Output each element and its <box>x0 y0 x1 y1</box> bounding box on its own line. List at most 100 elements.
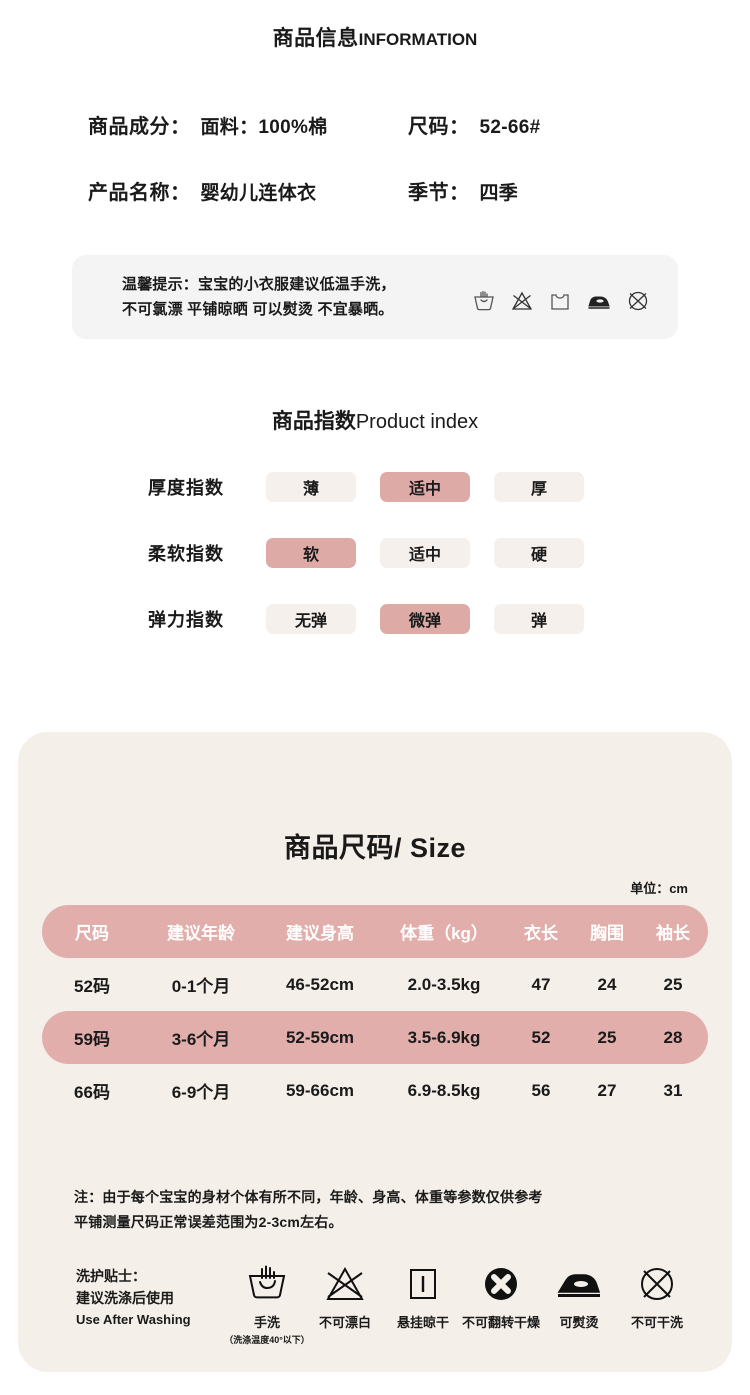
size-note-line-2: 平铺测量尺码正常误差范围为2-3cm左右。 <box>74 1214 343 1230</box>
care-tips-heading: 洗护贴士： 建议洗涤后使用 Use After Washing <box>76 1265 226 1331</box>
info-cell-product-name: 产品名称： 婴幼儿连体衣 <box>88 176 408 205</box>
index-option[interactable]: 弹 <box>494 603 584 634</box>
care-heading-line-3: Use After Washing <box>76 1312 191 1327</box>
cell-sleeve: 28 <box>663 1027 683 1047</box>
no-dry-clean-icon <box>626 289 650 313</box>
care-tips-icons <box>472 286 648 316</box>
care-symbol-no-tumble-dry: 不可翻转干燥 <box>462 1258 540 1331</box>
column-header: 袖长 <box>656 924 690 943</box>
index-option[interactable]: 适中 <box>380 537 470 568</box>
cell-weight: 3.5-6.9kg <box>407 1027 481 1047</box>
care-symbol-iron-ok: 可熨烫 <box>540 1258 618 1331</box>
care-symbol-caption: 不可翻转干燥 <box>462 1315 541 1330</box>
size-unit-label: 单位：cm <box>630 881 688 896</box>
line-dry-icon <box>405 1258 441 1310</box>
cell-height: 52-59cm <box>285 1027 355 1047</box>
care-symbol-no-bleach: 不可漂白 <box>306 1258 384 1331</box>
info-value: 面料：100%棉 <box>200 117 328 138</box>
info-value: 婴幼儿连体衣 <box>200 183 317 204</box>
index-option[interactable]: 硬 <box>494 537 584 568</box>
table-row[interactable]: 66码 6-9个月 59-66cm 6.9-8.5kg 56 27 31 <box>42 1064 708 1117</box>
cell-bust: 24 <box>597 974 617 994</box>
info-label: 季节： <box>408 182 470 204</box>
table-row-highlighted[interactable]: 59码 3-6个月 52-59cm 3.5-6.9kg 52 25 28 <box>42 1011 708 1064</box>
index-option-selected[interactable]: 适中 <box>380 471 470 502</box>
index-option-selected[interactable]: 软 <box>266 537 356 568</box>
index-option[interactable]: 厚 <box>494 471 584 502</box>
cell-length: 56 <box>531 1080 551 1100</box>
index-row-label: 弹力指数 <box>148 609 224 630</box>
care-tips-line-1: 温馨提示：宝宝的小衣服建议低温手洗， <box>122 276 396 293</box>
iron-ok-icon <box>586 289 612 313</box>
cell-height: 46-52cm <box>285 974 355 994</box>
size-note: 注：由于每个宝宝的身材个体有所不同，年龄、身高、体重等参数仅供参考 平铺测量尺码… <box>74 1185 674 1235</box>
cell-length: 47 <box>531 974 551 994</box>
column-header: 胸围 <box>590 924 624 943</box>
product-index-title-en: Product index <box>355 411 479 433</box>
care-heading-line-1: 洗护贴士： <box>76 1268 146 1284</box>
cell-age: 3-6个月 <box>171 1030 231 1049</box>
info-cell-season: 季节： 四季 <box>408 176 518 205</box>
index-row-label: 柔软指数 <box>148 543 224 564</box>
care-symbol-caption: 不可干洗 <box>630 1315 683 1330</box>
care-heading-line-2: 建议洗涤后使用 <box>76 1290 174 1306</box>
size-title-cn: 商品尺码/ <box>283 833 402 863</box>
care-symbol-caption: 可熨烫 <box>559 1315 599 1330</box>
care-symbol-hand-wash: 手洗 （洗涤温度40°以下） <box>224 1258 310 1346</box>
cell-size: 66码 <box>74 1083 110 1102</box>
cell-length: 52 <box>531 1027 551 1047</box>
info-cell-composition: 商品成分： 面料：100%棉 <box>88 110 408 139</box>
info-row: 产品名称： 婴幼儿连体衣 季节： 四季 <box>0 176 750 205</box>
product-index-title: 商品指数Product index <box>0 405 750 435</box>
care-tips-line-2: 不可氯漂 平铺晾晒 可以熨烫 不宜暴晒。 <box>122 301 394 318</box>
page-title-en: INFORMATION <box>358 30 478 49</box>
table-row[interactable]: 52码 0-1个月 46-52cm 2.0-3.5kg 47 24 25 <box>42 958 708 1011</box>
cell-height: 59-66cm <box>285 1080 355 1100</box>
hand-wash-icon <box>472 289 496 313</box>
cell-size: 52码 <box>74 977 110 996</box>
index-row-elasticity: 弹力指数 无弹 微弹 弹 <box>0 602 750 635</box>
info-value: 四季 <box>479 183 519 204</box>
cell-age: 0-1个月 <box>171 977 231 996</box>
column-header: 尺码 <box>75 924 109 943</box>
info-value: 52-66# <box>479 117 541 138</box>
index-option[interactable]: 无弹 <box>266 603 356 634</box>
page-title: 商品信息INFORMATION <box>0 22 750 52</box>
size-note-line-1: 注：由于每个宝宝的身材个体有所不同，年龄、身高、体重等参数仅供参考 <box>74 1189 543 1205</box>
info-label: 产品名称： <box>88 182 191 204</box>
care-tips-text: 温馨提示：宝宝的小衣服建议低温手洗， 不可氯漂 平铺晾晒 可以熨烫 不宜暴晒。 <box>122 272 462 322</box>
column-header: 体重（kg） <box>400 924 488 943</box>
column-header: 建议年龄 <box>167 924 235 943</box>
no-bleach-icon <box>323 1258 367 1310</box>
no-bleach-icon <box>510 289 534 313</box>
care-tips-box <box>72 255 678 339</box>
size-table-header-row: 尺码 建议年龄 建议身高 体重（kg） 衣长 胸围 袖长 <box>42 905 708 958</box>
index-row-thickness: 厚度指数 薄 适中 厚 <box>0 470 750 503</box>
info-label: 尺码： <box>408 116 470 138</box>
size-title: 商品尺码/ Size <box>0 826 750 865</box>
hand-wash-icon <box>244 1258 290 1310</box>
cell-size: 59码 <box>74 1030 110 1049</box>
column-header: 建议身高 <box>286 924 354 943</box>
cell-sleeve: 25 <box>663 974 683 994</box>
index-row-softness: 柔软指数 软 适中 硬 <box>0 536 750 569</box>
index-row-label: 厚度指数 <box>148 477 224 498</box>
cell-weight: 2.0-3.5kg <box>407 974 481 994</box>
care-symbol-caption: 不可漂白 <box>318 1315 371 1330</box>
index-option-selected[interactable]: 微弹 <box>380 603 470 634</box>
size-table: 尺码 建议年龄 建议身高 体重（kg） 衣长 胸围 袖长 52码 0-1个月 4… <box>42 905 708 1117</box>
cell-bust: 25 <box>597 1027 617 1047</box>
cell-sleeve: 31 <box>663 1080 683 1100</box>
cell-weight: 6.9-8.5kg <box>407 1080 481 1100</box>
care-symbol-subcaption: （洗涤温度40°以下） <box>224 1335 310 1345</box>
care-symbol-caption: 悬挂晾干 <box>396 1315 449 1330</box>
page-title-cn: 商品信息 <box>272 27 359 50</box>
column-header: 衣长 <box>524 924 558 943</box>
info-label: 商品成分： <box>88 116 191 138</box>
product-index-title-cn: 商品指数 <box>271 410 356 433</box>
iron-ok-icon <box>555 1258 603 1310</box>
product-index-rows: 厚度指数 薄 适中 厚 柔软指数 软 适中 硬 弹力指数 无弹 微弹 弹 <box>0 470 750 668</box>
care-symbol-no-dry-clean: 不可干洗 <box>618 1258 696 1331</box>
size-title-en: Size <box>401 833 467 863</box>
index-option[interactable]: 薄 <box>266 471 356 502</box>
